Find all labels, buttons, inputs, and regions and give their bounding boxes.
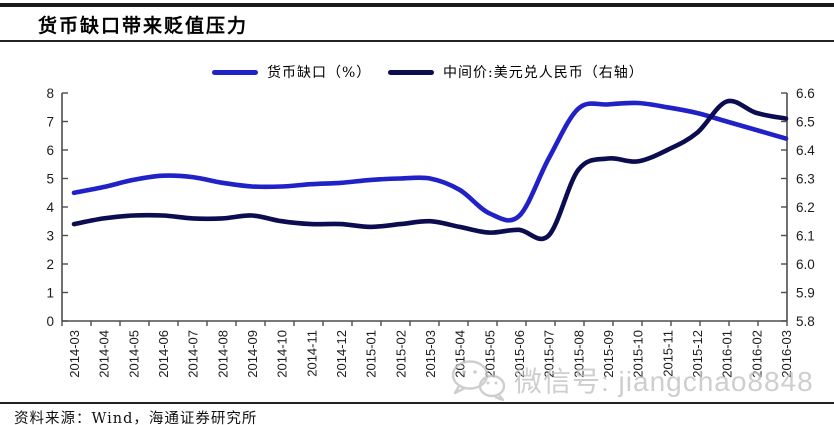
svg-text:2015-10: 2015-10 [631, 330, 646, 378]
svg-text:2: 2 [46, 257, 54, 272]
legend-label-central-parity: 中间价:美元兑人民币（右轴） [443, 65, 644, 81]
svg-text:2015-01: 2015-01 [364, 330, 379, 378]
svg-text:2014-08: 2014-08 [215, 330, 230, 378]
svg-text:2015-11: 2015-11 [660, 330, 675, 377]
svg-text:1: 1 [46, 285, 54, 300]
legend-item-central-parity: 中间价:美元兑人民币（右轴） [388, 63, 644, 81]
svg-text:2015-09: 2015-09 [601, 330, 616, 378]
svg-text:6.2: 6.2 [796, 200, 815, 215]
svg-text:5.8: 5.8 [796, 314, 815, 329]
legend-swatch-central-parity [388, 69, 434, 75]
svg-text:5: 5 [46, 171, 54, 186]
svg-text:4: 4 [46, 200, 54, 215]
svg-text:2014-12: 2014-12 [334, 330, 349, 378]
svg-text:2015-08: 2015-08 [571, 330, 586, 378]
legend-item-currency-gap: 货币缺口（%） [212, 63, 371, 81]
svg-text:6.1: 6.1 [796, 228, 815, 243]
svg-text:2014-07: 2014-07 [186, 330, 201, 378]
svg-text:2015-05: 2015-05 [482, 330, 497, 378]
svg-text:7: 7 [46, 114, 54, 129]
svg-text:2015-12: 2015-12 [690, 330, 705, 378]
svg-text:5.9: 5.9 [796, 285, 815, 300]
svg-text:2014-05: 2014-05 [126, 330, 141, 378]
legend-label-currency-gap: 货币缺口（%） [267, 65, 372, 81]
svg-text:2014-04: 2014-04 [97, 330, 112, 378]
svg-text:2016-01: 2016-01 [720, 330, 735, 378]
svg-text:2015-04: 2015-04 [453, 330, 468, 378]
svg-text:2014-06: 2014-06 [156, 330, 171, 378]
svg-text:2014-10: 2014-10 [275, 330, 290, 378]
svg-text:8: 8 [46, 86, 54, 101]
svg-text:6.5: 6.5 [796, 114, 815, 129]
header-rule [0, 40, 834, 42]
svg-text:2015-03: 2015-03 [423, 330, 438, 378]
svg-text:2016-02: 2016-02 [749, 330, 764, 378]
svg-text:3: 3 [46, 228, 54, 243]
svg-text:2015-02: 2015-02 [393, 330, 408, 378]
svg-text:0: 0 [46, 314, 54, 329]
chart-title: 货币缺口带来贬值压力 [38, 15, 249, 37]
svg-text:6: 6 [46, 143, 54, 158]
source-note: 资料来源：Wind，海通证券研究所 [14, 411, 258, 425]
svg-text:6.6: 6.6 [796, 86, 815, 101]
svg-text:6.0: 6.0 [796, 257, 815, 272]
svg-text:6.4: 6.4 [796, 143, 815, 158]
svg-text:2014-11: 2014-11 [304, 330, 319, 377]
svg-text:2016-03: 2016-03 [779, 330, 794, 378]
svg-text:2015-06: 2015-06 [512, 330, 527, 378]
svg-text:6.3: 6.3 [796, 171, 815, 186]
legend-swatch-currency-gap [212, 69, 258, 75]
svg-text:2015-07: 2015-07 [542, 330, 557, 378]
footer-rule [0, 402, 834, 404]
svg-text:2014-03: 2014-03 [67, 330, 82, 378]
svg-text:2014-09: 2014-09 [245, 330, 260, 378]
top-rule [0, 3, 834, 7]
